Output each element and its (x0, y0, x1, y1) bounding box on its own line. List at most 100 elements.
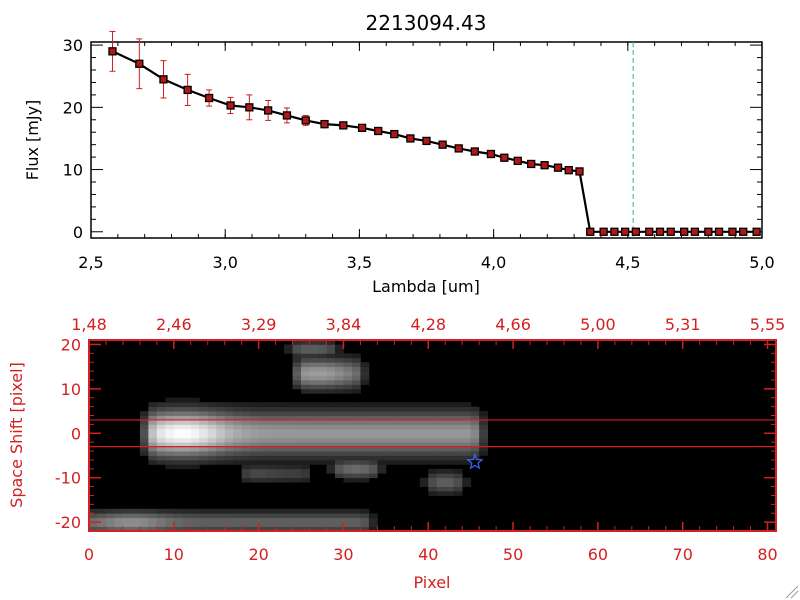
image-pixel (182, 451, 192, 456)
data-point-marker (739, 227, 748, 236)
image-pixel (241, 451, 251, 456)
image-pixel (343, 442, 353, 447)
image-pixel (385, 433, 395, 439)
image-pixel (411, 406, 421, 412)
image-pixel (292, 353, 302, 359)
image-pixel (216, 459, 226, 465)
image-pixel (241, 508, 251, 514)
image-pixel (182, 415, 192, 421)
image-pixel (97, 517, 107, 523)
data-point-marker (374, 126, 383, 136)
image-pixel (190, 411, 200, 416)
image-pixel (173, 522, 183, 527)
image-pixel (165, 455, 175, 461)
data-point-marker (631, 227, 641, 236)
image-pixel (428, 486, 438, 492)
image-pixel (334, 526, 344, 532)
image-pixel (326, 451, 336, 456)
image-pixel (275, 464, 285, 470)
image-pixel (224, 424, 234, 430)
image-pixel (258, 473, 268, 479)
image-pixel (411, 433, 421, 439)
image-pixel (360, 477, 370, 483)
image-pixel (343, 459, 353, 465)
image-pixel (173, 406, 183, 412)
image-pixel (326, 362, 336, 368)
image-pixel (216, 415, 226, 421)
image-pixel (402, 406, 412, 412)
image-pixel (284, 513, 293, 519)
image-pixel (139, 419, 149, 425)
image-pixel (165, 433, 175, 439)
image-pixel (258, 477, 268, 483)
image-pixel (309, 455, 319, 461)
resize-grip-icon[interactable] (785, 585, 799, 599)
image-pixel (360, 508, 370, 514)
image-pixel (453, 402, 463, 408)
image-pixel (309, 366, 319, 372)
image-pixel (453, 491, 463, 496)
image-pixel (156, 428, 166, 434)
image-pixel (402, 446, 412, 452)
image-pixel (148, 415, 158, 421)
image-top-tick-label: 4,28 (410, 315, 446, 334)
image-pixel (334, 357, 344, 363)
image-pixel (156, 522, 166, 527)
data-point-marker (454, 144, 463, 153)
image-pixel (343, 513, 353, 519)
image-pixel (385, 406, 395, 412)
image-pixel (309, 442, 319, 447)
image-pixel (368, 402, 378, 408)
image-pixel (470, 433, 480, 439)
image-y-axis-label: Space Shift [pixel] (7, 362, 26, 508)
image-pixel (301, 424, 310, 430)
image-pixel (334, 366, 344, 372)
image-pixel (309, 344, 319, 350)
image-pixel (148, 446, 158, 452)
image-pixel (301, 411, 310, 416)
image-pixel (267, 526, 276, 532)
image-pixel (241, 419, 251, 425)
image-pixel (250, 406, 260, 412)
image-pixel (148, 526, 158, 532)
image-pixel (207, 459, 217, 465)
image-pixel (334, 424, 344, 430)
image-pixel (445, 477, 455, 483)
data-point-marker (282, 111, 292, 120)
image-pixel (199, 442, 209, 447)
image-pixel (250, 428, 260, 434)
image-pixel (156, 424, 166, 430)
image-pixel (318, 379, 327, 385)
image-pixel (301, 526, 310, 532)
image-pixel (470, 424, 480, 430)
image-pixel (275, 446, 285, 452)
image-pixel (139, 424, 149, 430)
image-pixel (216, 406, 226, 412)
data-point-marker (666, 227, 675, 236)
image-pixel (139, 522, 149, 527)
image-pixel (318, 451, 327, 456)
image-pixel (207, 428, 217, 434)
image-pixel (284, 348, 293, 354)
image-pixel (445, 491, 455, 496)
image-pixel (190, 437, 200, 443)
image-pixel (419, 419, 429, 425)
image-x-tick-label: 60 (588, 545, 608, 564)
image-pixel (275, 411, 285, 416)
image-pixel (334, 508, 344, 514)
image-pixel (250, 477, 260, 483)
image-pixel (292, 384, 302, 390)
image-pixel (419, 477, 429, 483)
image-pixel (114, 508, 124, 514)
image-pixel (224, 508, 234, 514)
image-pixel (165, 513, 175, 519)
image-pixel (250, 442, 260, 447)
image-pixel (351, 357, 361, 363)
image-y-tick-label: 20 (61, 335, 81, 354)
image-pixel (173, 446, 183, 452)
image-x-tick-labels: 0 10 20 30 40 50 60 70 80 (84, 545, 778, 564)
image-pixel (105, 522, 115, 527)
image-pixel (233, 513, 243, 519)
image-pixel (368, 437, 378, 443)
image-pixel (258, 428, 268, 434)
